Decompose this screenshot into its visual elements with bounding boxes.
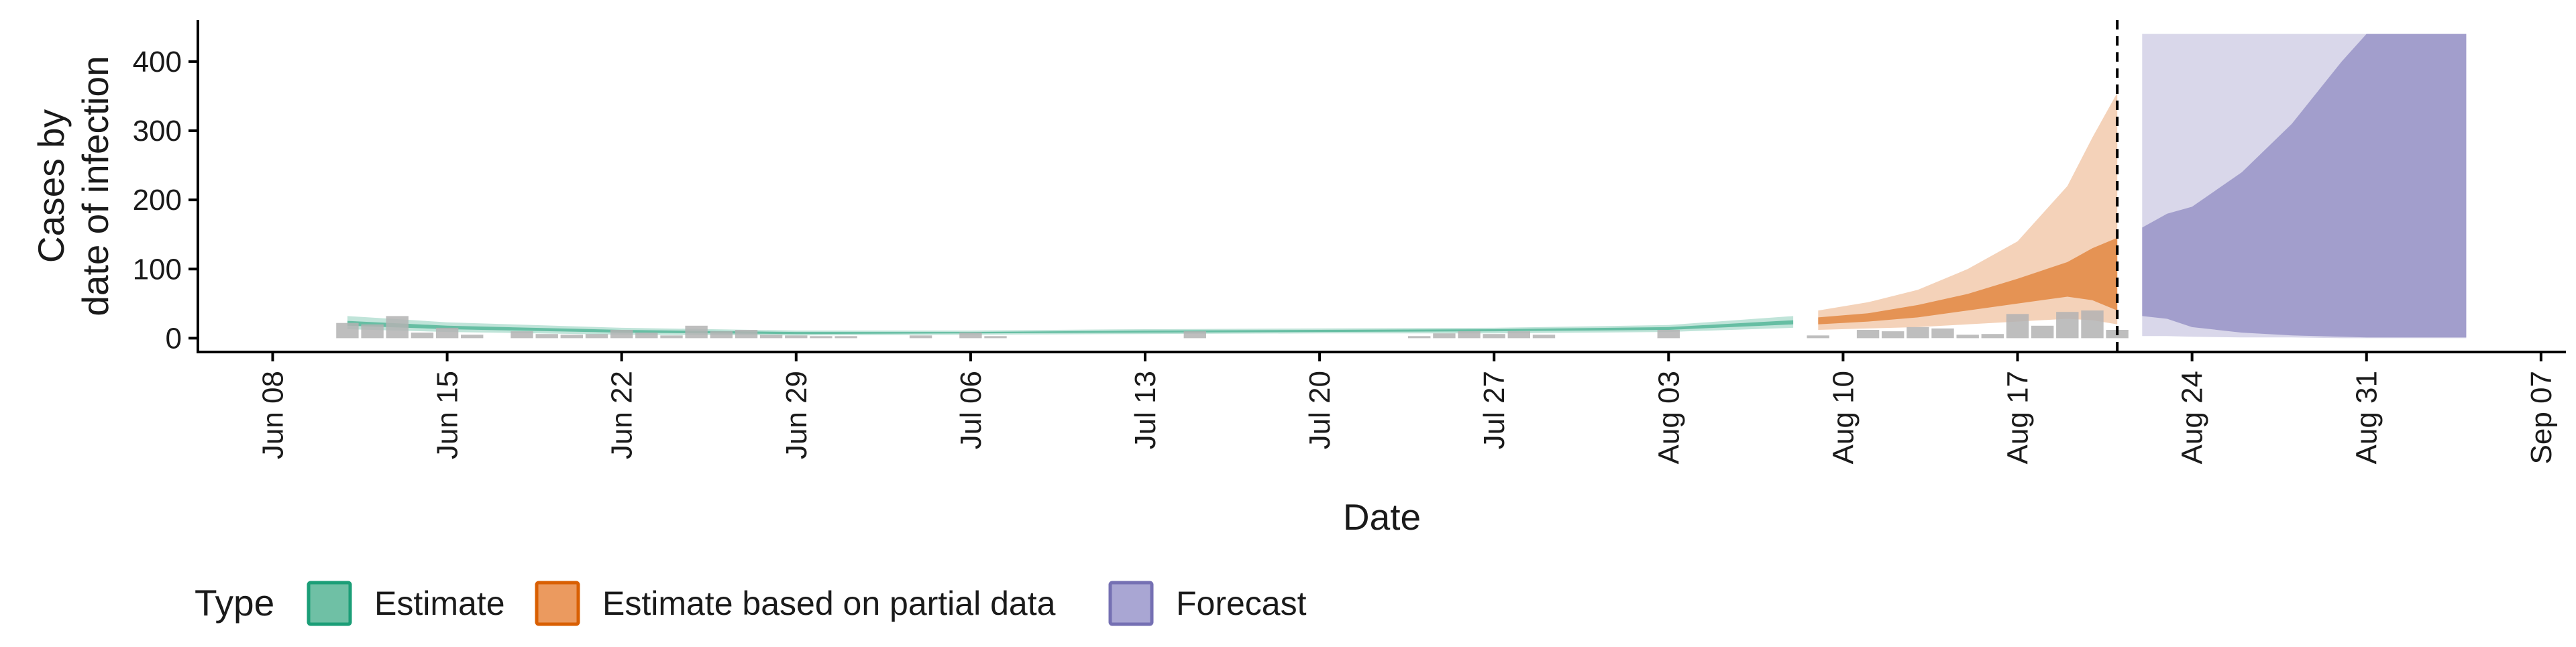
observed-case-bar <box>1433 333 1456 339</box>
estimate-band-50 <box>347 320 1794 335</box>
observed-case-bar <box>1532 335 1556 339</box>
observed-case-bar <box>1807 335 1829 339</box>
observed-case-bar <box>1458 331 1481 339</box>
x-tick-label: Jul 06 <box>955 371 987 449</box>
observed-case-bar <box>461 335 484 339</box>
observed-case-bar <box>610 330 633 339</box>
x-tick-label: Sep 07 <box>2525 371 2558 464</box>
x-tick-label: Jul 27 <box>1478 371 1511 449</box>
observed-case-bar <box>735 330 758 339</box>
x-tick-label: Aug 10 <box>1827 371 1860 464</box>
observed-case-bar <box>2056 312 2079 339</box>
observed-case-bar <box>361 324 384 339</box>
observed-case-bar <box>386 316 409 339</box>
x-tick-label: Jul 20 <box>1303 371 1336 449</box>
observed-case-bar <box>660 335 683 339</box>
observed-case-bar <box>1956 335 1979 339</box>
x-tick-label: Aug 24 <box>2176 371 2209 464</box>
legend-label: Forecast <box>1176 585 1307 622</box>
observed-case-bar <box>585 334 608 339</box>
legend-title: Type <box>195 582 274 624</box>
legend-label: Estimate based on partial data <box>602 585 1056 622</box>
observed-case-bar <box>560 335 583 339</box>
observed-case-bar <box>710 331 733 339</box>
y-tick-label: 100 <box>133 253 182 286</box>
observed-case-bar <box>759 335 783 339</box>
observed-case-bar <box>1907 327 1929 339</box>
x-tick-label: Jun 08 <box>257 371 290 459</box>
observed-case-bar <box>1981 334 2004 339</box>
axes-layer <box>189 20 2566 361</box>
x-tick-label: Jun 29 <box>780 371 813 459</box>
observed-case-bar <box>2031 325 2054 339</box>
x-tick-label: Jun 15 <box>431 371 464 459</box>
observed-case-bar <box>336 322 359 339</box>
x-tick-label: Aug 31 <box>2351 371 2383 464</box>
y-tick-label: 0 <box>166 322 182 355</box>
observed-case-bar <box>909 335 932 339</box>
y-tick-label: 200 <box>133 184 182 217</box>
y-tick-label: 400 <box>133 46 182 78</box>
legend-swatch <box>307 581 352 626</box>
observed-case-bar <box>1507 331 1530 339</box>
observed-case-bar <box>835 336 857 339</box>
legend-swatch <box>535 581 580 626</box>
observed-case-bar <box>1856 330 1880 339</box>
y-axis-title-line: date of infection <box>74 56 116 316</box>
observed-case-bar <box>984 336 1007 339</box>
observed-case-bar <box>635 333 658 339</box>
observed-case-bar <box>1408 336 1431 339</box>
x-axis-title: Date <box>1343 496 1421 538</box>
legend: Type Estimate Estimate based on partial da… <box>195 581 1307 626</box>
observed-case-bar <box>435 327 459 339</box>
labels-layer: 0 100 200 300 400 Jun 08 Jun 15 Jun 22 Jun 29 Jul… <box>30 46 2558 538</box>
observed-case-bar <box>535 334 558 339</box>
legend-swatch <box>1108 581 1154 626</box>
observed-case-bar <box>2006 314 2029 339</box>
y-axis-title-line: Cases by <box>30 109 72 263</box>
observed-cases-layer <box>336 310 2129 339</box>
observed-case-bar <box>1931 328 1954 339</box>
x-tick-label: Jul 13 <box>1129 371 1162 449</box>
observed-case-bar <box>1483 334 1505 339</box>
observed-case-bar <box>785 335 808 339</box>
observed-case-bar <box>1657 330 1680 339</box>
bands-layer <box>347 34 2467 339</box>
observed-case-bar <box>1183 331 1206 339</box>
x-tick-label: Aug 03 <box>1652 371 1685 464</box>
observed-case-bar <box>1882 331 1904 339</box>
observed-case-bar <box>810 336 833 339</box>
estimate-based-on-partial-data-band-50 <box>1818 237 2118 325</box>
x-tick-label: Aug 17 <box>2002 371 2035 464</box>
legend-label: Estimate <box>374 585 505 622</box>
forecast-band-50 <box>2142 34 2467 338</box>
observed-case-bar <box>2081 310 2104 339</box>
y-tick-label: 300 <box>133 115 182 148</box>
observed-case-bar <box>685 325 708 339</box>
observed-case-bar <box>411 333 434 339</box>
observed-case-bar <box>959 333 982 339</box>
x-tick-label: Jun 22 <box>606 371 639 459</box>
observed-case-bar <box>511 331 533 339</box>
